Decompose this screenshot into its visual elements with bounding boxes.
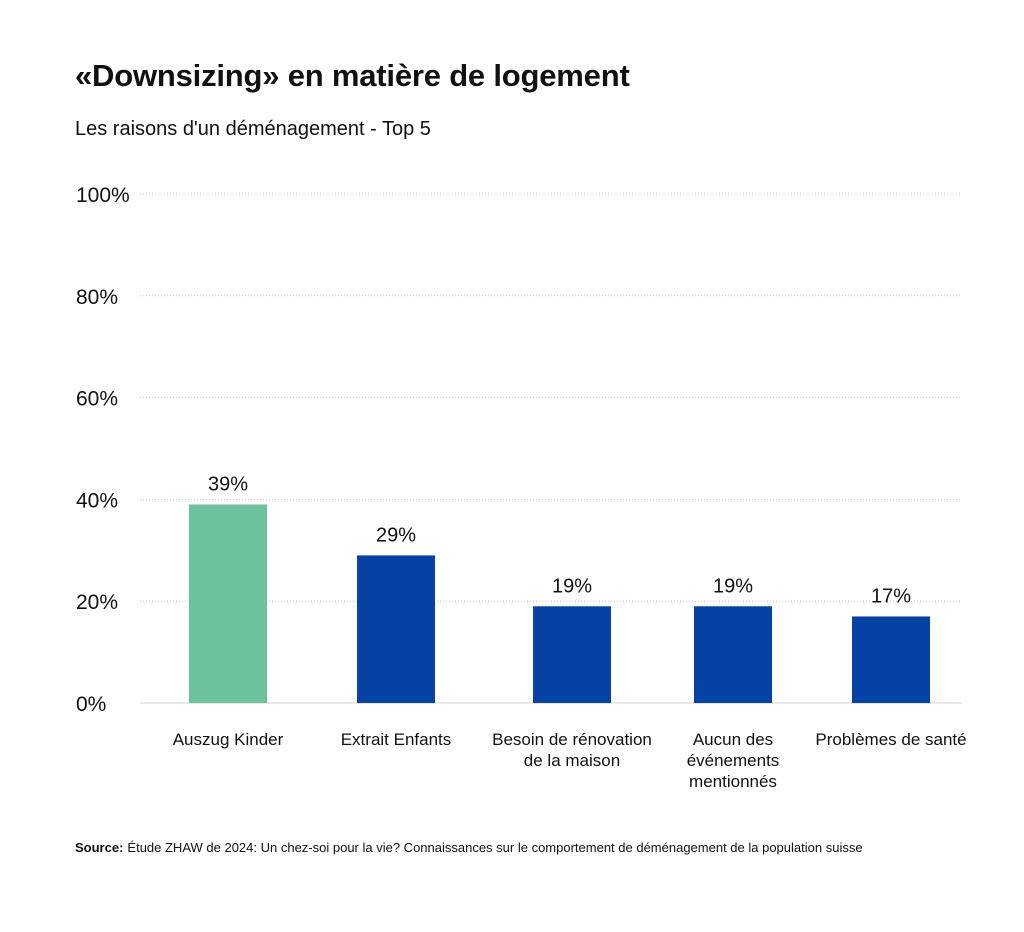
bar — [852, 616, 930, 703]
x-tick-label: Auszug Kinder — [172, 730, 284, 749]
source-text: Étude ZHAW de 2024: Un chez-soi pour la … — [127, 840, 863, 855]
source-label: Source: — [75, 840, 124, 855]
bar-value-label: 19% — [552, 575, 592, 597]
bar-value-label: 29% — [376, 524, 416, 546]
x-tick-label: Problèmes de santé — [815, 730, 967, 749]
bar — [357, 555, 435, 703]
source-note: Source: Étude ZHAW de 2024: Un chez-soi … — [75, 840, 875, 856]
bar-value-label: 19% — [713, 575, 753, 597]
bar — [694, 606, 772, 703]
bar-value-label: 39% — [208, 473, 248, 495]
y-tick-label: 100% — [76, 184, 130, 207]
chart-title: «Downsizing» en matière de logement — [75, 58, 630, 93]
y-tick-label: 0% — [76, 693, 106, 716]
bar — [189, 504, 267, 703]
y-tick-label: 60% — [76, 388, 118, 411]
x-tick-label: Besoin de rénovation de la maison — [492, 730, 652, 770]
chart-subtitle: Les raisons d'un déménagement - Top 5 — [75, 118, 431, 140]
y-tick-label: 80% — [76, 286, 118, 309]
x-tick-label: Aucun des événements mentionnés — [686, 730, 780, 791]
y-tick-label: 20% — [76, 591, 118, 614]
x-tick-label: Extrait Enfants — [340, 730, 452, 749]
y-tick-label: 40% — [76, 489, 118, 512]
bar-value-label: 17% — [871, 585, 911, 607]
bar — [533, 606, 611, 703]
